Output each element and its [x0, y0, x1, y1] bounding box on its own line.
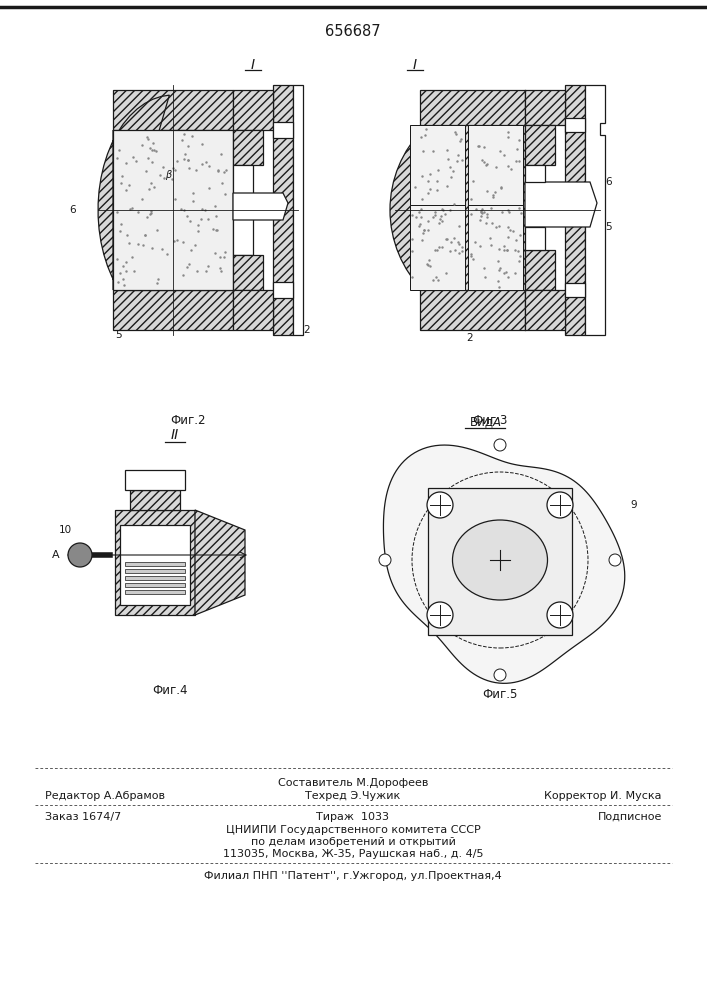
Polygon shape: [293, 85, 303, 335]
Polygon shape: [525, 227, 545, 250]
Polygon shape: [585, 85, 605, 335]
Polygon shape: [233, 193, 288, 220]
Polygon shape: [525, 182, 597, 227]
Ellipse shape: [452, 520, 547, 600]
Text: Фиг.4: Фиг.4: [152, 684, 188, 696]
Polygon shape: [195, 510, 245, 615]
Text: n₁: n₁: [480, 160, 490, 170]
Polygon shape: [233, 130, 263, 165]
Polygon shape: [125, 562, 185, 566]
Circle shape: [427, 602, 453, 628]
Circle shape: [609, 554, 621, 566]
Polygon shape: [233, 290, 273, 330]
Text: I: I: [251, 58, 255, 72]
Text: Фиг.5: Фиг.5: [482, 688, 518, 702]
Text: Филиал ПНП ''Патент'', г.Ужгород, ул.Проектная,4: Филиал ПНП ''Патент'', г.Ужгород, ул.Про…: [204, 871, 502, 881]
Polygon shape: [273, 85, 293, 335]
Polygon shape: [233, 255, 263, 290]
Polygon shape: [410, 125, 465, 255]
Text: А: А: [52, 550, 60, 560]
Polygon shape: [233, 165, 253, 255]
Polygon shape: [468, 125, 523, 255]
Circle shape: [494, 669, 506, 681]
Text: 113035, Москва, Ж-35, Раушская наб., д. 4/5: 113035, Москва, Ж-35, Раушская наб., д. …: [223, 849, 484, 859]
Text: Тираж  1033: Тираж 1033: [317, 812, 390, 822]
Polygon shape: [233, 90, 273, 130]
Circle shape: [547, 492, 573, 518]
Polygon shape: [125, 470, 185, 490]
Polygon shape: [130, 490, 180, 510]
Polygon shape: [565, 283, 585, 297]
Polygon shape: [525, 90, 565, 125]
Polygon shape: [113, 130, 233, 290]
Text: 10: 10: [59, 525, 71, 535]
Text: А: А: [493, 416, 501, 428]
Polygon shape: [468, 205, 523, 290]
Text: 2: 2: [467, 333, 473, 343]
Polygon shape: [565, 85, 585, 335]
Polygon shape: [525, 125, 555, 165]
Text: Составитель М.Дорофеев: Составитель М.Дорофеев: [278, 778, 428, 788]
Polygon shape: [273, 122, 293, 138]
Polygon shape: [98, 95, 170, 325]
Polygon shape: [115, 510, 195, 615]
Text: II: II: [171, 428, 179, 442]
Polygon shape: [428, 488, 572, 635]
Circle shape: [547, 602, 573, 628]
Circle shape: [68, 543, 92, 567]
Text: Техред Э.Чужик: Техред Э.Чужик: [305, 791, 401, 801]
Polygon shape: [410, 205, 465, 290]
Text: 9: 9: [630, 500, 636, 510]
Polygon shape: [565, 118, 585, 132]
Polygon shape: [125, 583, 185, 587]
Polygon shape: [113, 90, 233, 130]
Polygon shape: [113, 290, 233, 330]
Text: 6: 6: [605, 177, 612, 187]
Polygon shape: [120, 525, 190, 605]
Polygon shape: [125, 590, 185, 594]
Polygon shape: [273, 282, 293, 298]
Circle shape: [379, 554, 391, 566]
Text: Редактор А.Абрамов: Редактор А.Абрамов: [45, 791, 165, 801]
Text: Корректор И. Муска: Корректор И. Муска: [544, 791, 662, 801]
Circle shape: [494, 439, 506, 451]
Text: 656687: 656687: [325, 24, 381, 39]
Polygon shape: [525, 75, 660, 350]
Text: 6: 6: [69, 205, 76, 215]
Text: 2: 2: [303, 325, 310, 335]
Text: по делам изобретений и открытий: по делам изобретений и открытий: [250, 837, 455, 847]
Polygon shape: [525, 250, 555, 290]
Text: Фиг.3: Фиг.3: [472, 414, 508, 426]
Text: n₂: n₂: [423, 160, 433, 170]
Text: 5: 5: [605, 222, 612, 232]
Text: Подписное: Подписное: [597, 812, 662, 822]
Circle shape: [390, 95, 620, 325]
Polygon shape: [383, 445, 625, 683]
Circle shape: [427, 492, 453, 518]
Polygon shape: [420, 290, 525, 330]
Text: β: β: [165, 170, 171, 180]
Polygon shape: [125, 576, 185, 580]
Text: ЦНИИПИ Государственного комитета СССР: ЦНИИПИ Государственного комитета СССР: [226, 825, 480, 835]
Text: I: I: [413, 58, 417, 72]
Text: Вид: Вид: [470, 416, 494, 428]
Polygon shape: [525, 290, 565, 330]
Polygon shape: [525, 165, 545, 182]
Text: 5: 5: [115, 330, 122, 340]
Polygon shape: [125, 569, 185, 573]
Polygon shape: [420, 90, 525, 125]
Text: Заказ 1674/7: Заказ 1674/7: [45, 812, 121, 822]
Text: Фиг.2: Фиг.2: [170, 414, 206, 426]
